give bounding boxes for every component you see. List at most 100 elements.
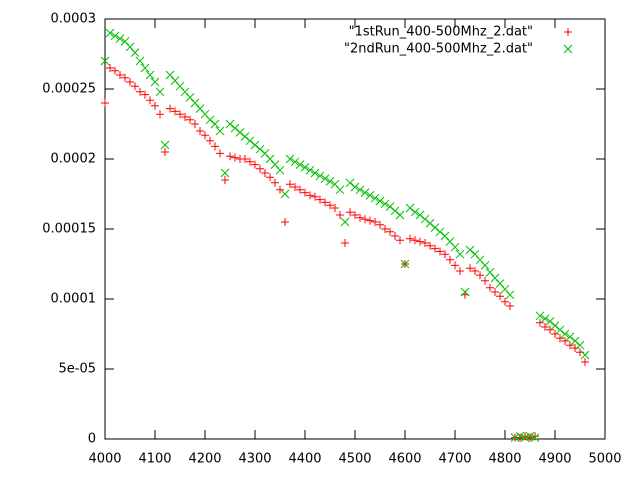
point — [241, 155, 249, 163]
point — [456, 267, 464, 275]
point — [215, 126, 225, 136]
point — [366, 216, 374, 225]
point — [171, 107, 179, 116]
point — [191, 120, 199, 128]
x-tick-label: 4900 — [538, 452, 571, 467]
point — [546, 325, 554, 334]
point — [530, 433, 540, 442]
point — [316, 195, 324, 204]
point — [276, 185, 284, 194]
y-tick-label: 0 — [88, 432, 96, 447]
x-tick-label: 4600 — [388, 452, 421, 467]
point — [220, 168, 230, 178]
y-tick-label: 0.0002 — [51, 152, 97, 167]
point — [271, 178, 279, 187]
point — [130, 48, 140, 57]
point — [421, 239, 429, 247]
point — [141, 90, 149, 99]
y-tick-label: 0.0001 — [51, 292, 97, 307]
point — [121, 73, 129, 82]
point — [551, 330, 559, 338]
point — [540, 314, 550, 323]
point — [420, 214, 430, 224]
x-tick-label: 5000 — [588, 452, 621, 467]
point — [306, 191, 314, 200]
point — [560, 329, 570, 339]
point — [380, 199, 390, 209]
point — [101, 99, 109, 107]
point — [460, 287, 470, 297]
point — [231, 153, 239, 162]
point — [246, 157, 254, 166]
point — [255, 144, 265, 154]
point — [406, 234, 414, 243]
point — [550, 321, 560, 330]
point — [335, 185, 345, 195]
point — [105, 28, 115, 38]
x-tick-label: 4100 — [138, 452, 171, 467]
point — [566, 341, 574, 350]
point — [131, 82, 139, 91]
point — [325, 177, 335, 186]
point — [235, 128, 245, 137]
y-tick-label: 0.0003 — [51, 12, 97, 27]
point — [516, 433, 524, 442]
point — [410, 207, 420, 217]
point — [365, 191, 375, 200]
x-tick-label: 4200 — [188, 452, 221, 467]
point — [491, 288, 499, 296]
legend-label: "1stRun_400-500Mhz_2.dat" — [349, 25, 533, 40]
point — [140, 63, 150, 73]
point — [346, 208, 354, 217]
point — [531, 432, 539, 441]
point — [151, 101, 159, 110]
point — [536, 318, 544, 327]
point — [251, 160, 259, 169]
point — [256, 164, 264, 173]
point — [156, 110, 164, 119]
point — [290, 157, 300, 167]
point — [390, 206, 400, 216]
point — [155, 87, 165, 97]
point — [281, 218, 289, 226]
point — [351, 211, 359, 219]
point — [166, 104, 174, 113]
point — [291, 183, 299, 191]
point — [286, 180, 294, 189]
point — [375, 196, 385, 206]
point — [100, 56, 110, 66]
point — [466, 264, 474, 273]
point — [455, 249, 465, 259]
point — [181, 113, 189, 121]
point — [450, 242, 460, 252]
point — [561, 337, 569, 345]
point — [471, 267, 479, 275]
point — [405, 203, 415, 213]
point — [411, 236, 419, 245]
point — [370, 193, 380, 203]
x-tick-label: 4000 — [88, 452, 121, 467]
x-tick-label: 4300 — [238, 452, 271, 467]
point — [521, 432, 529, 441]
point — [341, 239, 349, 247]
point — [510, 433, 520, 442]
point — [400, 259, 410, 269]
point — [245, 136, 255, 146]
point — [326, 201, 334, 210]
point — [556, 334, 564, 343]
point — [525, 431, 535, 441]
point — [371, 218, 379, 226]
point — [555, 325, 565, 335]
y-tick-label: 0.00025 — [42, 82, 96, 97]
point — [136, 87, 144, 96]
point — [396, 236, 404, 245]
x-tick-label: 4800 — [488, 452, 521, 467]
point — [320, 174, 330, 183]
point — [216, 149, 224, 158]
point — [361, 215, 369, 224]
point — [206, 136, 214, 145]
point — [106, 64, 114, 72]
point — [486, 283, 494, 292]
point — [261, 169, 269, 177]
point — [110, 31, 120, 41]
